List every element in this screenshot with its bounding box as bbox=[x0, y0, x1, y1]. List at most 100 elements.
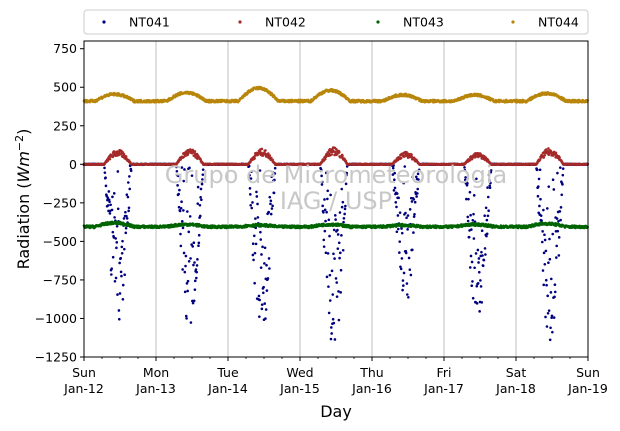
data-point bbox=[559, 218, 562, 222]
data-point bbox=[476, 248, 480, 252]
data-point bbox=[193, 279, 197, 283]
data-point bbox=[199, 196, 202, 199]
data-point bbox=[247, 176, 251, 180]
data-point bbox=[405, 293, 409, 296]
data-point bbox=[180, 166, 184, 169]
data-point bbox=[340, 234, 343, 237]
data-point bbox=[399, 156, 403, 160]
data-point bbox=[107, 190, 111, 193]
data-point bbox=[481, 254, 484, 257]
data-point bbox=[391, 173, 395, 176]
data-point bbox=[248, 187, 252, 190]
data-point bbox=[332, 228, 336, 232]
data-point bbox=[324, 219, 327, 223]
data-point bbox=[535, 168, 539, 172]
data-point bbox=[337, 241, 341, 245]
data-point bbox=[189, 321, 193, 324]
data-point bbox=[190, 174, 194, 177]
data-point bbox=[264, 149, 267, 152]
data-point bbox=[338, 256, 341, 260]
data-point bbox=[339, 291, 342, 294]
data-point bbox=[335, 281, 339, 284]
data-point bbox=[260, 303, 264, 306]
data-point bbox=[480, 229, 484, 232]
data-point bbox=[179, 244, 183, 248]
data-point bbox=[486, 195, 490, 199]
data-point bbox=[343, 212, 346, 216]
data-point bbox=[551, 178, 555, 182]
data-point bbox=[260, 147, 264, 151]
data-point bbox=[548, 237, 551, 241]
data-point bbox=[391, 166, 395, 170]
data-point bbox=[553, 295, 556, 299]
data-point bbox=[396, 227, 400, 231]
data-point bbox=[558, 166, 562, 169]
data-point bbox=[327, 285, 330, 288]
data-point bbox=[405, 216, 408, 220]
data-point bbox=[249, 193, 252, 196]
data-point bbox=[120, 251, 124, 255]
data-point bbox=[186, 210, 189, 213]
data-point bbox=[269, 212, 273, 216]
data-point bbox=[337, 290, 340, 293]
data-point bbox=[273, 166, 277, 170]
data-point bbox=[330, 269, 334, 273]
series-NT044 bbox=[82, 85, 589, 104]
data-point bbox=[399, 267, 403, 271]
data-point bbox=[201, 168, 205, 171]
data-point bbox=[551, 330, 554, 334]
data-point bbox=[323, 208, 327, 212]
data-point bbox=[107, 198, 111, 202]
data-point bbox=[328, 299, 332, 302]
data-point bbox=[396, 214, 400, 217]
data-point bbox=[109, 203, 112, 207]
data-point bbox=[187, 260, 191, 263]
data-point bbox=[406, 214, 410, 217]
data-point bbox=[542, 251, 546, 255]
data-point bbox=[111, 155, 115, 159]
data-point bbox=[402, 284, 405, 287]
data-point bbox=[177, 174, 180, 178]
data-point bbox=[411, 248, 414, 252]
data-point bbox=[561, 183, 564, 186]
data-point bbox=[181, 268, 184, 271]
data-point bbox=[263, 246, 267, 250]
data-point bbox=[106, 204, 110, 207]
data-point bbox=[253, 281, 256, 285]
data-point bbox=[118, 292, 122, 295]
data-point bbox=[486, 214, 490, 218]
data-point bbox=[185, 317, 188, 320]
data-point bbox=[263, 302, 267, 305]
data-point bbox=[106, 196, 110, 199]
data-point bbox=[201, 178, 204, 181]
data-point bbox=[561, 167, 565, 170]
data-point bbox=[402, 271, 406, 275]
data-point bbox=[552, 188, 556, 191]
data-point bbox=[339, 268, 343, 272]
data-point bbox=[260, 307, 264, 311]
data-point bbox=[260, 253, 263, 256]
data-point bbox=[398, 240, 402, 243]
data-point bbox=[181, 226, 185, 230]
data-point bbox=[333, 338, 337, 341]
data-point bbox=[195, 276, 198, 280]
data-point bbox=[253, 251, 257, 255]
data-point bbox=[543, 233, 546, 237]
data-point bbox=[198, 214, 202, 218]
data-point bbox=[270, 174, 274, 178]
data-point bbox=[409, 273, 413, 277]
data-point bbox=[417, 178, 420, 181]
data-point bbox=[128, 175, 131, 178]
data-point bbox=[273, 178, 276, 182]
data-point bbox=[323, 198, 326, 201]
data-point bbox=[480, 301, 484, 304]
data-point bbox=[408, 208, 412, 211]
data-point bbox=[537, 177, 541, 181]
data-point bbox=[407, 256, 411, 260]
data-point bbox=[195, 264, 199, 267]
data-point bbox=[539, 214, 543, 217]
data-point bbox=[196, 202, 200, 205]
data-point bbox=[415, 195, 418, 198]
data-point bbox=[175, 169, 179, 173]
data-point bbox=[469, 213, 472, 217]
